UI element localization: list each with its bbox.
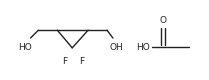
Text: F: F (62, 57, 67, 66)
Text: OH: OH (109, 43, 123, 52)
Text: HO: HO (136, 43, 150, 52)
Text: HO: HO (18, 43, 31, 52)
Text: F: F (80, 57, 85, 66)
Text: O: O (159, 16, 166, 25)
